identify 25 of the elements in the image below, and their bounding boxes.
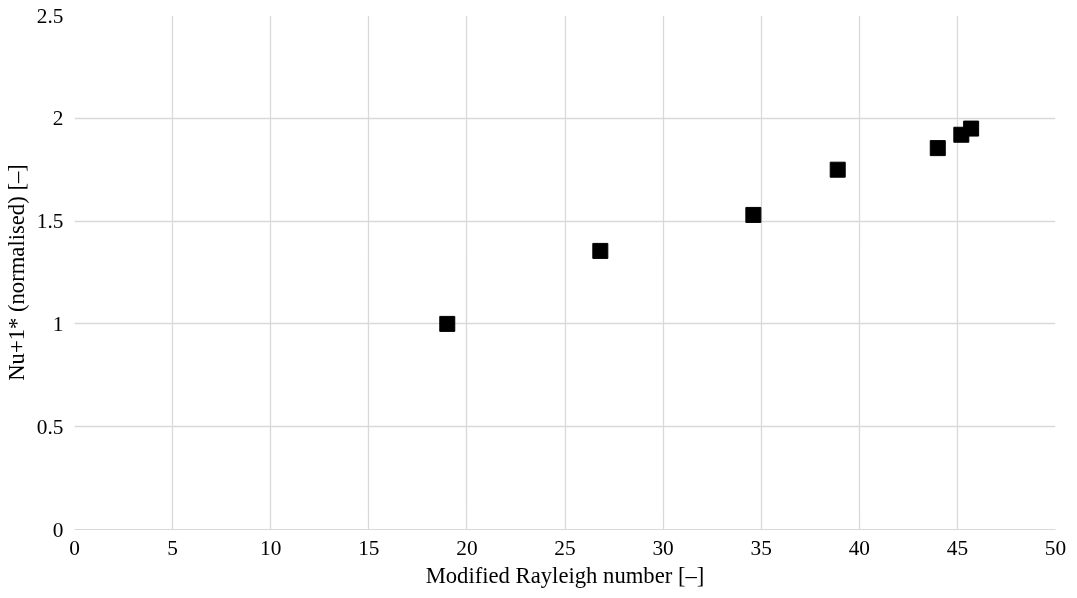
x-tick-label: 50 — [1044, 535, 1067, 560]
point — [745, 206, 762, 223]
x-axis-title: Modified Rayleigh number [–] — [425, 562, 705, 588]
x-tick-label: 15 — [358, 535, 380, 560]
x-tick-label: 45 — [946, 535, 969, 560]
y-tick-label: 2.5 — [36, 3, 64, 28]
point — [439, 315, 456, 332]
x-tick-label: 30 — [652, 535, 674, 560]
point — [592, 242, 609, 259]
x-tick-label: 0 — [69, 535, 80, 560]
y-axis-title: Nu+1* (normalised) [–] — [3, 164, 29, 381]
x-tick-label: 35 — [750, 535, 772, 560]
x-tick-label: 5 — [167, 535, 178, 560]
point — [829, 161, 846, 178]
x-tick-label: 40 — [848, 535, 870, 560]
y-tick-label: 1.5 — [36, 209, 64, 234]
y-tick-label: 0.5 — [36, 414, 64, 439]
point — [929, 140, 946, 157]
x-tick-label: 10 — [260, 535, 282, 560]
x-tick-label: 20 — [456, 535, 478, 560]
y-tick-label: 2 — [52, 106, 64, 131]
point — [963, 120, 980, 137]
y-tick-label: 1 — [52, 311, 64, 336]
x-tick-label: 25 — [554, 535, 576, 560]
y-tick-label: 0 — [52, 517, 64, 542]
